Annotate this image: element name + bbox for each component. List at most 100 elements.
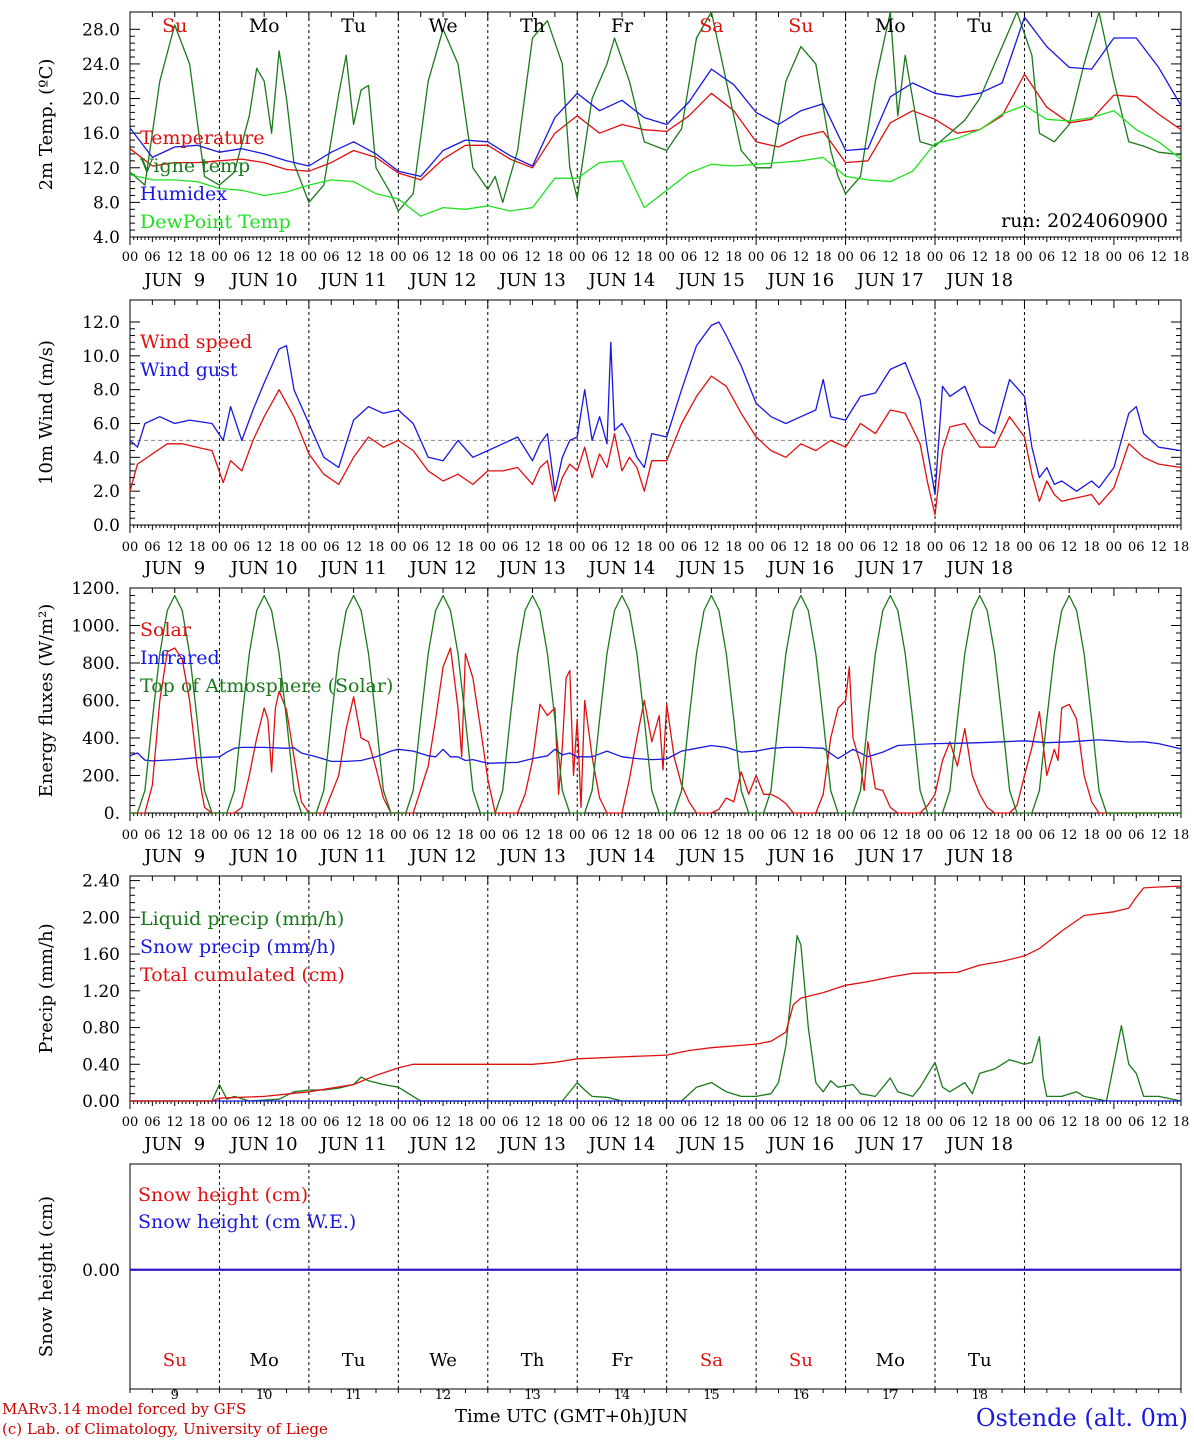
series-line — [129, 104, 1182, 217]
hour-tick-label: 18 — [636, 540, 653, 555]
hour-tick-label: 18 — [278, 1115, 295, 1130]
hour-tick-label: 12 — [882, 1115, 899, 1130]
hour-tick-label: 06 — [770, 1115, 787, 1130]
hour-tick-label: 06 — [770, 250, 787, 265]
hour-tick-label: 06 — [412, 828, 429, 843]
hour-tick-label: 00 — [1106, 1115, 1123, 1130]
date-label: JUN 16 — [765, 558, 834, 579]
hour-tick-label: 06 — [860, 250, 877, 265]
hour-tick-label: 12 — [703, 250, 720, 265]
hour-tick-label: 12 — [971, 1115, 988, 1130]
day-number-label: 13 — [524, 1388, 541, 1403]
hour-tick-label: 00 — [748, 828, 765, 843]
hour-tick-label: 12 — [166, 828, 183, 843]
hour-tick-label: 18 — [994, 250, 1011, 265]
hour-tick-label: 18 — [278, 250, 295, 265]
hour-tick-label: 18 — [368, 828, 385, 843]
hour-tick-label: 00 — [748, 1115, 765, 1130]
hour-tick-label: 18 — [1083, 1115, 1100, 1130]
hour-tick-label: 06 — [591, 540, 608, 555]
date-label: JUN 13 — [497, 270, 566, 291]
hour-tick-label: 12 — [345, 1115, 362, 1130]
panel-3 — [129, 587, 1182, 821]
weekday-label: Fr — [611, 15, 634, 37]
hour-tick-label: 18 — [1173, 250, 1190, 265]
hour-tick-label: 06 — [323, 828, 340, 843]
day-number-label: 16 — [793, 1388, 810, 1403]
hour-tick-label: 06 — [1039, 540, 1056, 555]
series-line — [130, 935, 1182, 1102]
hour-tick-label: 00 — [122, 540, 139, 555]
series-line — [130, 885, 1182, 1102]
hour-tick-label: 18 — [904, 250, 921, 265]
y-tick-label: 0.00 — [82, 1092, 120, 1112]
hour-tick-label: 12 — [703, 540, 720, 555]
day-number-label: 18 — [971, 1388, 988, 1403]
date-label: JUN 18 — [944, 558, 1013, 579]
date-label: JUN 13 — [497, 1134, 566, 1155]
y-tick-label: 800. — [82, 654, 120, 674]
hour-tick-label: 18 — [815, 828, 832, 843]
date-label: JUN 9 — [142, 270, 205, 291]
date-label: JUN 14 — [587, 558, 656, 579]
hour-tick-label: 06 — [144, 540, 161, 555]
hour-tick-label: 12 — [614, 540, 631, 555]
date-label: JUN 15 — [676, 846, 745, 867]
date-label: JUN 10 — [229, 558, 298, 579]
hour-tick-label: 06 — [591, 1115, 608, 1130]
legend-entry: Humidex — [140, 183, 227, 205]
hour-tick-label: 06 — [591, 828, 608, 843]
hour-tick-label: 18 — [725, 540, 742, 555]
plot-frame — [129, 1163, 1182, 1390]
hour-tick-label: 00 — [569, 828, 586, 843]
date-label: JUN 15 — [676, 558, 745, 579]
hour-tick-label: 12 — [256, 1115, 273, 1130]
hour-tick-label: 06 — [949, 1115, 966, 1130]
hour-tick-label: 18 — [457, 828, 474, 843]
hour-tick-label: 00 — [390, 1115, 407, 1130]
hour-tick-label: 12 — [1150, 540, 1167, 555]
hour-tick-label: 06 — [234, 540, 251, 555]
hour-tick-label: 18 — [994, 828, 1011, 843]
hour-tick-label: 06 — [502, 540, 519, 555]
hour-tick-label: 06 — [1039, 828, 1056, 843]
y-tick-label: 0.00 — [82, 1261, 120, 1281]
y-axis-label: Snow height (cm) — [36, 1196, 57, 1357]
hour-tick-label: 18 — [725, 828, 742, 843]
hour-tick-label: 06 — [681, 540, 698, 555]
plot-frame — [129, 299, 1182, 526]
hour-tick-label: 12 — [882, 828, 899, 843]
hour-tick-label: 18 — [368, 1115, 385, 1130]
hour-tick-label: 00 — [122, 828, 139, 843]
series-line — [129, 11, 1182, 212]
hour-tick-label: 00 — [122, 1115, 139, 1130]
date-label: JUN 15 — [676, 270, 745, 291]
y-tick-label: 8.0 — [93, 381, 120, 401]
hour-tick-label: 12 — [793, 1115, 810, 1130]
date-label: JUN 17 — [855, 1134, 924, 1155]
hour-tick-label: 18 — [547, 250, 564, 265]
y-tick-label: 24.0 — [82, 55, 120, 75]
hour-tick-label: 00 — [837, 1115, 854, 1130]
weekday-label: Th — [521, 1350, 545, 1371]
hour-tick-label: 06 — [234, 250, 251, 265]
hour-tick-label: 00 — [837, 828, 854, 843]
hour-tick-label: 12 — [1150, 1115, 1167, 1130]
legend-entry: Snow height (cm W.E.) — [138, 1211, 356, 1233]
hour-tick-label: 12 — [793, 828, 810, 843]
hour-tick-label: 18 — [815, 540, 832, 555]
series-line — [129, 375, 1182, 516]
hour-tick-label: 00 — [1016, 540, 1033, 555]
date-label: JUN 12 — [408, 270, 477, 291]
date-label: JUN 9 — [142, 1134, 205, 1155]
hour-tick-label: 18 — [725, 250, 742, 265]
hour-tick-label: 18 — [457, 1115, 474, 1130]
hour-tick-label: 18 — [904, 540, 921, 555]
hour-tick-label: 00 — [1016, 1115, 1033, 1130]
hour-tick-label: 12 — [971, 828, 988, 843]
hour-tick-label: 18 — [904, 828, 921, 843]
hour-tick-label: 06 — [681, 250, 698, 265]
hour-tick-label: 00 — [927, 1115, 944, 1130]
hour-tick-label: 12 — [882, 540, 899, 555]
hour-tick-label: 00 — [927, 250, 944, 265]
